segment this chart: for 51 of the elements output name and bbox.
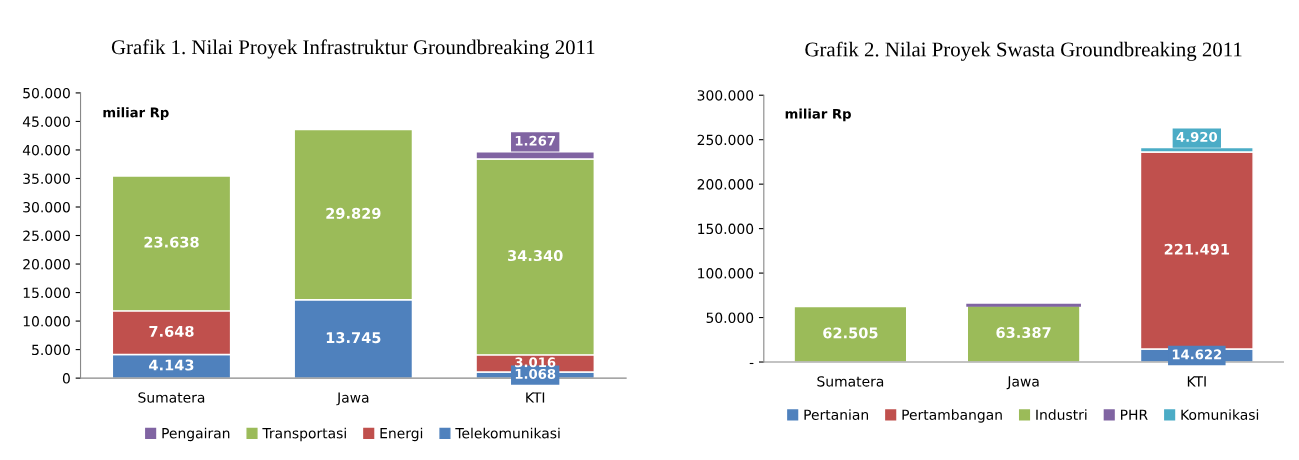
- x-tick-label: Sumatera: [817, 376, 884, 387]
- data-label: 1.267: [515, 135, 556, 146]
- legend-label: Industri: [1036, 409, 1087, 420]
- y-tick-label: 45.000: [22, 116, 70, 127]
- data-label: 221.491: [1164, 243, 1230, 255]
- y-tick-label: 40.000: [22, 144, 70, 156]
- data-label: 29.829: [326, 207, 381, 219]
- y-tick-label: 250.000: [697, 134, 754, 146]
- legend-label: Telekomunikasi: [455, 427, 560, 439]
- y-tick-label: 200.000: [697, 179, 754, 190]
- data-label: 7.648: [149, 325, 194, 337]
- bar: [966, 304, 1081, 363]
- x-tick-label: KTI: [1187, 376, 1206, 387]
- data-label: 4.920: [1176, 131, 1218, 142]
- x-tick-label: Sumatera: [138, 392, 205, 403]
- y-tick-label: 100.000: [698, 268, 754, 279]
- data-label: 4.143: [149, 359, 194, 371]
- data-label: 23.638: [144, 236, 199, 248]
- x-tick-label: Jawa: [336, 392, 369, 406]
- data-label: 63.387: [996, 327, 1051, 339]
- x-tick-label: KTI: [526, 392, 545, 403]
- annotation: miliar Rp: [785, 108, 851, 122]
- legend-label: Pertanian: [804, 409, 868, 420]
- legend-label: Pertambangan: [902, 409, 1002, 423]
- y-tick-label: 25.000: [23, 230, 70, 241]
- bar: [793, 305, 908, 363]
- y-tick-label: 300.000: [697, 90, 754, 101]
- data-label: 13.745: [326, 332, 381, 344]
- chart-title: Grafik 1. Nilai Proyek Infrastruktur Groundbreaking 2011: [111, 39, 595, 59]
- y-tick-label: 35.000: [23, 173, 70, 184]
- y-tick-label: 5.000: [32, 344, 70, 356]
- y-tick-label: 50.000: [706, 312, 754, 324]
- annotation: miliar Rp: [103, 107, 169, 120]
- data-label: 3.016: [515, 357, 556, 368]
- legend-label: Pengairan: [162, 427, 230, 442]
- y-tick-label: 50.000: [23, 87, 70, 99]
- y-tick-label: 150.000: [698, 223, 754, 235]
- legend-label: PHR: [1121, 409, 1148, 420]
- y-tick-label: 10.000: [23, 316, 70, 327]
- legend-label: Energi: [380, 427, 423, 442]
- y-tick-label: 0: [62, 373, 70, 384]
- y-tick-label: -: [749, 362, 754, 365]
- x-tick-label: Jawa: [1006, 376, 1039, 390]
- legend-label: Transportasi: [262, 427, 346, 442]
- data-label: 34.340: [508, 250, 563, 262]
- y-tick-label: 20.000: [23, 259, 70, 270]
- y-tick-label: 15.000: [23, 287, 70, 299]
- y-tick-label: 30.000: [23, 201, 70, 213]
- data-label: 62.505: [823, 327, 878, 339]
- legend-label: Komunikasi: [1181, 409, 1259, 420]
- chart-title: Grafik 2. Nilai Proyek Swasta Groundbreaking 2011: [805, 41, 1242, 61]
